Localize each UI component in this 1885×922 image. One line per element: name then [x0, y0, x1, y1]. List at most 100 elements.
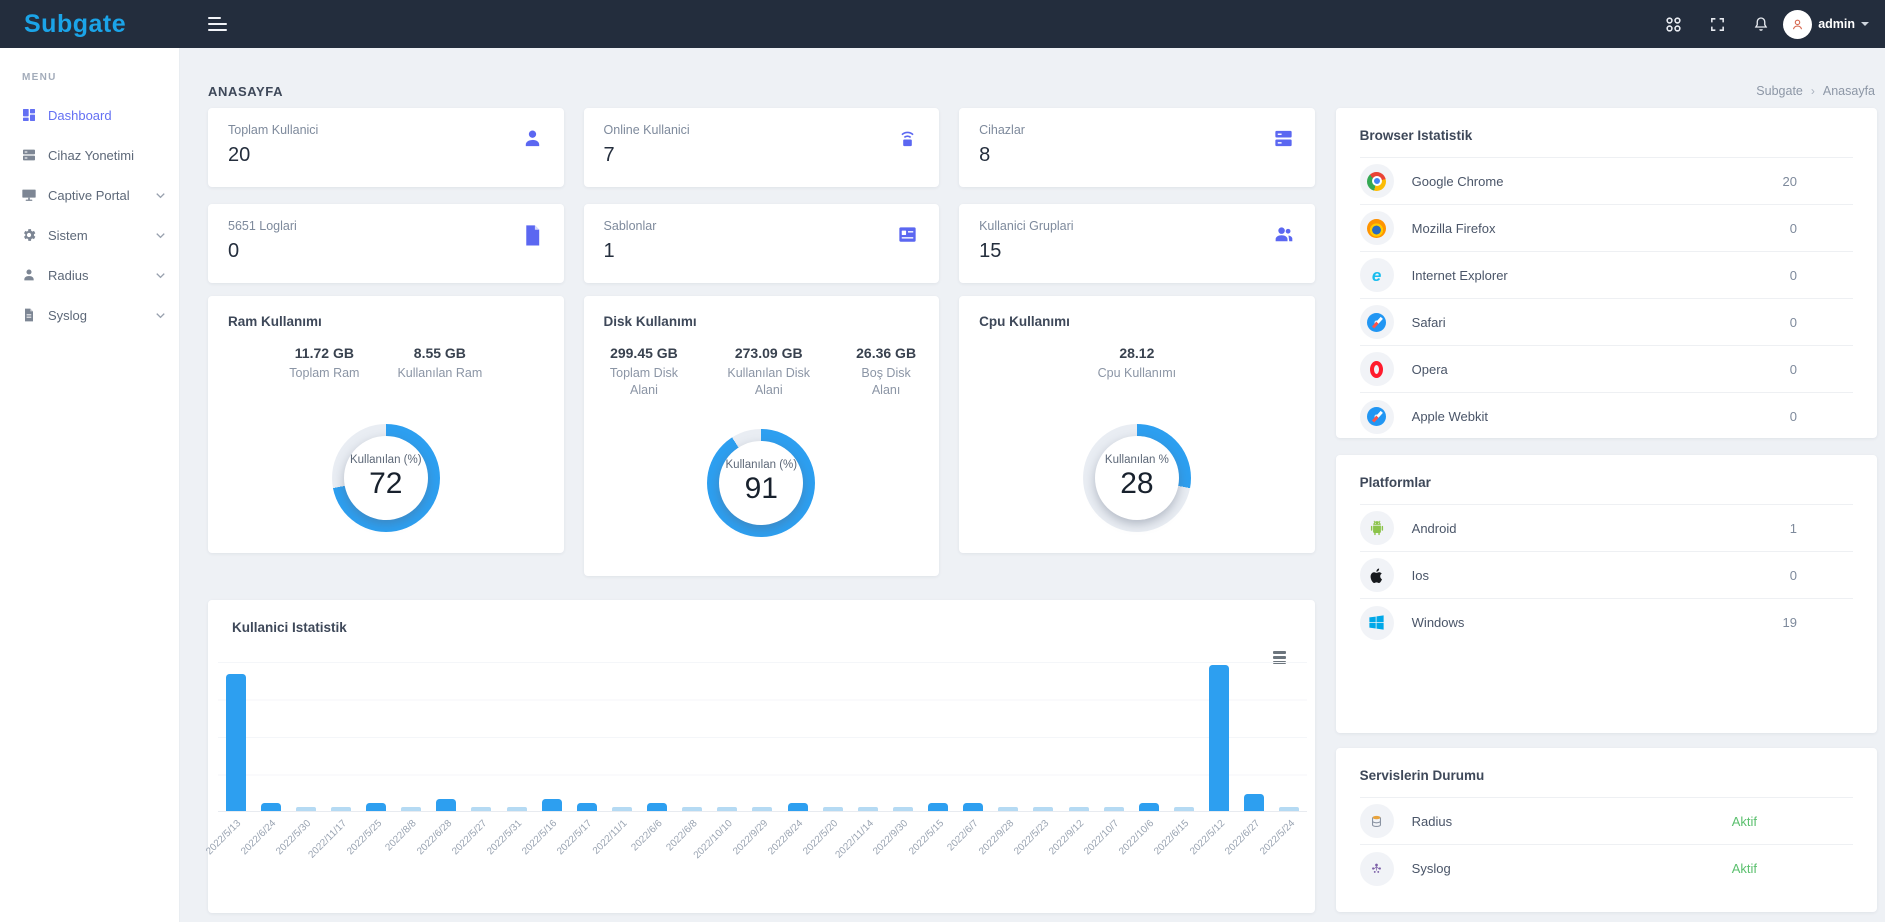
sidebar-toggle-icon[interactable]	[208, 17, 227, 31]
bar-slot	[675, 806, 710, 811]
bar-slot	[1026, 806, 1061, 811]
bar-slot	[991, 806, 1026, 811]
stat-value: 7	[603, 144, 615, 166]
bar	[822, 806, 843, 811]
stat-label: Toplam Kullanici	[228, 123, 319, 137]
cpu-gauge: Kullanılan % 28	[1082, 423, 1191, 532]
platform-name: Android	[1411, 520, 1457, 536]
top-navbar: Subgate admin	[0, 0, 1885, 48]
bar-slot	[1166, 806, 1201, 811]
sidebar-item-cihaz-yonetimi[interactable]: Cihaz Yonetimi	[0, 135, 179, 175]
card-title: Disk Kullanımı	[603, 314, 697, 329]
chart-xlabels: 2022/5/13 2022/6/24 2022/5/30 2022/11/17 202…	[204, 812, 1307, 890]
x-axis-label-slot: 2022/5/24	[1258, 812, 1307, 890]
metric-label: Cpu Kullanımı	[1097, 366, 1177, 380]
x-axis-label: 2022/5/13	[204, 818, 244, 858]
bar	[647, 802, 668, 811]
metric-label: Toplam Disk Alani	[609, 366, 678, 397]
safari-icon	[1359, 305, 1394, 339]
bar-slot	[288, 806, 323, 811]
status-badge: Aktif	[1731, 861, 1757, 876]
sidebar-item-captive-portal[interactable]: Captive Portal	[0, 175, 179, 215]
android-icon	[1359, 511, 1394, 545]
chevron-down-icon	[156, 312, 165, 319]
metric-label: Kullanılan Disk Alani	[727, 366, 811, 397]
bar	[857, 806, 878, 811]
fullscreen-icon[interactable]	[1707, 14, 1727, 34]
browser-count: 0	[1789, 267, 1797, 283]
metric-value: 26.36 GB	[856, 345, 917, 361]
sidebar-item-label: Sistem	[48, 227, 88, 243]
menu-section-label: MENU	[22, 72, 57, 83]
browser-name: Apple Webkit	[1411, 409, 1489, 424]
bar-slot	[499, 806, 534, 811]
bar-chart: 2022/5/13 2022/6/24 2022/5/30 2022/11/17 202…	[204, 662, 1307, 890]
dashboard-icon	[21, 107, 37, 123]
cpu-usage-card: Cpu Kullanımı 28.12 Cpu Kullanımı Kullan…	[959, 296, 1315, 553]
panel-title: Browser Istatistik	[1359, 124, 1853, 158]
page-title: ANASAYFA	[208, 83, 284, 99]
user-menu[interactable]: admin	[1783, 9, 1869, 39]
browser-count: 0	[1789, 361, 1797, 377]
bar	[541, 798, 562, 811]
platforms-panel: Platformlar Android 1 Ios 0	[1335, 455, 1877, 733]
list-item: Android 1	[1359, 505, 1853, 552]
template-card-icon	[896, 219, 919, 268]
sidebar-item-label: Dashboard	[48, 107, 112, 123]
bar-slot	[1272, 806, 1307, 811]
chevron-down-icon	[156, 192, 165, 199]
sidebar-item-syslog[interactable]: Syslog	[0, 295, 179, 335]
platform-count: 1	[1789, 520, 1797, 536]
disk-gauge: Kullanılan (%) 91	[707, 428, 816, 537]
bar-slot	[1061, 806, 1096, 811]
sidebar-item-dashboard[interactable]: Dashboard	[0, 95, 179, 135]
breadcrumb-root-link[interactable]: Subgate	[1756, 84, 1803, 98]
services-status-panel: Servislerin Durumu Radius Aktif Syslog A…	[1335, 748, 1877, 912]
status-badge: Aktif	[1731, 813, 1757, 829]
browser-name: Safari	[1411, 314, 1446, 330]
gauge-label: Kullanılan %	[1104, 454, 1169, 467]
stat-value: 8	[979, 144, 991, 166]
bar-slot	[323, 806, 358, 811]
browser-count: 20	[1782, 173, 1797, 189]
bar	[506, 806, 527, 811]
bar	[471, 806, 492, 811]
bar	[295, 806, 316, 811]
bar	[998, 806, 1019, 811]
wireless-router-icon	[896, 123, 919, 172]
bar-slot	[710, 806, 745, 811]
browser-count: 0	[1789, 220, 1797, 236]
stat-label: Sablonlar	[603, 219, 657, 233]
apps-grid-icon[interactable]	[1663, 14, 1683, 34]
gauge-label: Kullanılan (%)	[349, 454, 422, 467]
sidebar-item-radius[interactable]: Radius	[0, 255, 179, 295]
bar	[1033, 806, 1054, 811]
bar-slot	[394, 806, 429, 811]
username: admin	[1818, 17, 1855, 31]
stat-card-sablonlar: Sablonlar 1	[583, 204, 940, 283]
bar-slot	[534, 798, 569, 811]
gauge-value: 72	[369, 467, 403, 501]
bar-slot	[956, 802, 991, 811]
notifications-bell-icon[interactable]	[1751, 14, 1771, 34]
bar	[1068, 806, 1089, 811]
bar-slot	[1237, 794, 1272, 811]
sidebar-item-sistem[interactable]: Sistem	[0, 215, 179, 255]
user-icon	[21, 267, 37, 283]
bar	[752, 806, 773, 811]
bar	[436, 798, 457, 811]
firefox-icon	[1359, 211, 1394, 245]
logo[interactable]: Subgate	[0, 10, 180, 39]
webkit-icon	[1359, 399, 1394, 434]
ram-gauge: Kullanılan (%) 72	[331, 423, 440, 532]
bar-slot	[921, 802, 956, 811]
stat-label: Cihazlar	[979, 123, 1025, 137]
sidebar: MENU Dashboard Cihaz Yonetimi Captive Po…	[0, 48, 180, 922]
monitor-icon	[21, 187, 37, 203]
stat-label: 5651 Loglari	[228, 219, 297, 233]
stat-card-5651-loglari: 5651 Loglari 0	[208, 204, 564, 283]
bar-slot	[604, 806, 639, 811]
gear-icon	[21, 227, 37, 243]
stat-value: 20	[228, 144, 251, 166]
apple-icon	[1359, 558, 1394, 592]
